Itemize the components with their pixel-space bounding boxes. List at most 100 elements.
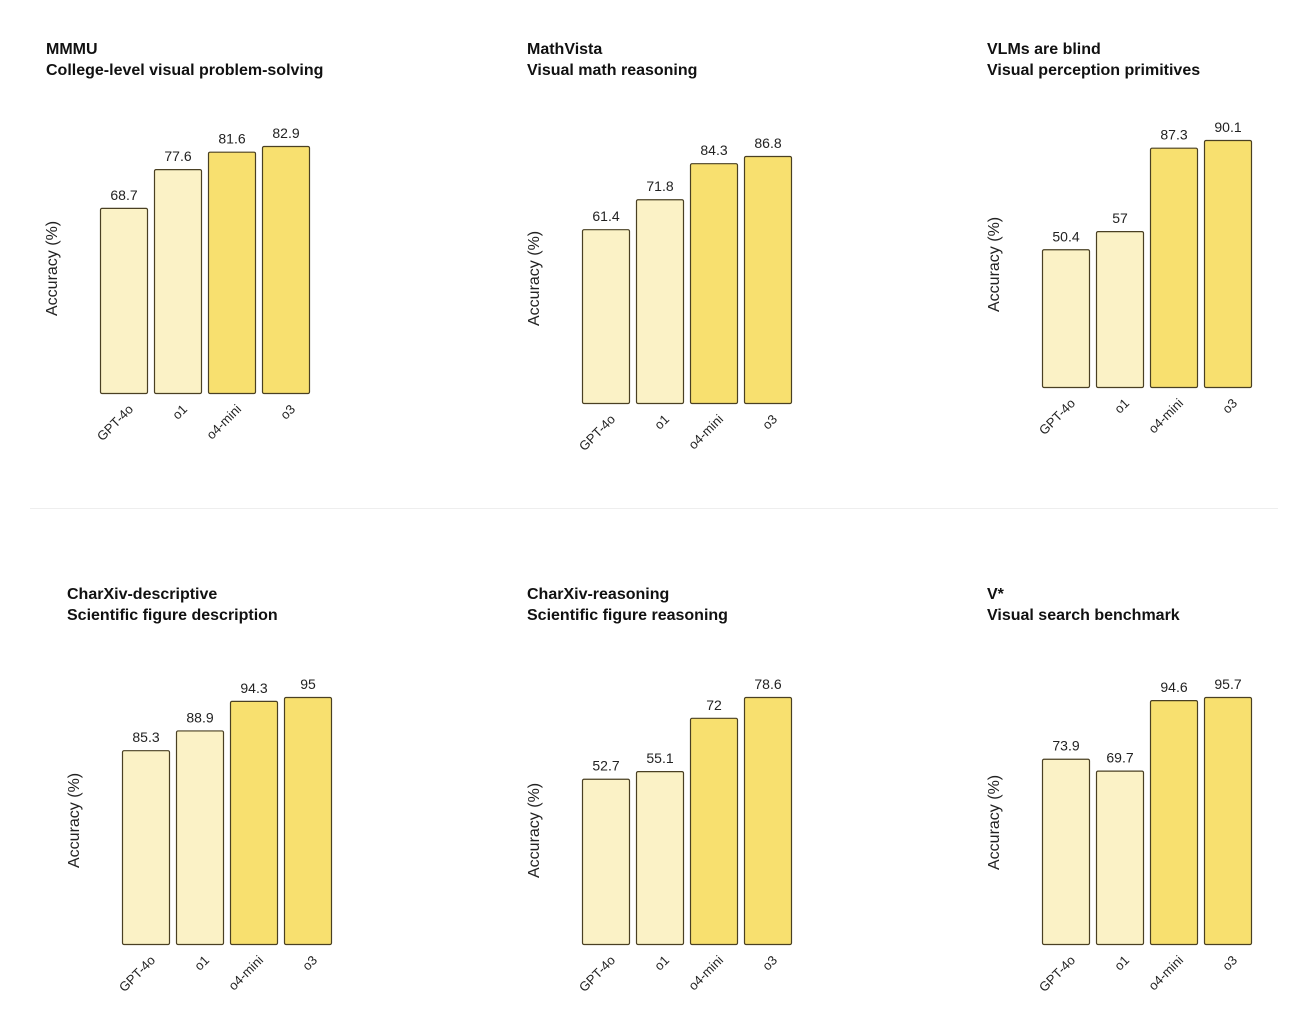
- x-tick-label: o3: [759, 953, 780, 974]
- bar-o3: [743, 696, 793, 946]
- bar-chart-charxiv-descriptive: 85.3 GPT-4o 88.9 o1 94.3 o4-mini 95 o3: [116, 676, 333, 995]
- chart-title-block: VLMs are blind Visual perception primiti…: [987, 39, 1200, 81]
- bar-chart-vlms-blind: 50.4 GPT-4o 57 o1 87.3 o4-mini 90.1 o3: [1036, 119, 1253, 438]
- data-label: 81.6: [218, 131, 245, 147]
- data-label: 88.9: [186, 709, 213, 725]
- data-label: 68.7: [110, 187, 137, 203]
- y-axis-label: Accuracy (%): [526, 230, 543, 326]
- x-tick-label: o3: [299, 953, 320, 974]
- data-label: 52.7: [592, 758, 619, 774]
- x-tick-label: o3: [759, 412, 780, 433]
- data-label: 69.7: [1106, 750, 1133, 766]
- data-label: 84.3: [700, 142, 727, 158]
- data-label: 94.6: [1160, 679, 1187, 695]
- bar-o1: [635, 771, 685, 946]
- bar-o4-mini: [207, 151, 257, 395]
- x-tick-label: GPT-4o: [116, 953, 158, 995]
- chart-subtitle: Scientific figure description: [67, 607, 278, 624]
- chart-title: VLMs are blind: [987, 41, 1101, 58]
- bar-o4-mini: [229, 700, 279, 946]
- bar-chart-charxiv-reasoning: 52.7 GPT-4o 55.1 o1 72 o4-mini 78.6 o3: [576, 676, 793, 995]
- chart-title-block: CharXiv-reasoning Scientific figure reas…: [527, 584, 728, 626]
- x-tick-label: o3: [1219, 953, 1240, 974]
- data-label: 85.3: [132, 729, 159, 745]
- data-label: 61.4: [592, 208, 619, 224]
- bar-gpt-4o: [121, 750, 171, 946]
- x-tick-label: o1: [169, 402, 190, 423]
- y-axis-label: Accuracy (%): [66, 772, 83, 868]
- x-tick-label: o4-mini: [225, 952, 266, 993]
- bar-o4-mini: [1149, 700, 1199, 946]
- bar-gpt-4o: [1041, 758, 1091, 946]
- chart-subtitle: College-level visual problem-solving: [46, 62, 324, 79]
- y-axis-label: Accuracy (%): [526, 782, 543, 878]
- bar-o3: [743, 155, 793, 405]
- data-label: 55.1: [646, 750, 673, 766]
- y-axis-label: Accuracy (%): [986, 774, 1003, 870]
- x-tick-label: o1: [651, 953, 672, 974]
- bar-o1: [1095, 770, 1145, 946]
- chart-subtitle: Visual search benchmark: [987, 607, 1180, 624]
- x-tick-label: o4-mini: [685, 952, 726, 993]
- bar-o4-mini: [1149, 147, 1199, 389]
- chart-title-block: MathVista Visual math reasoning: [527, 39, 697, 81]
- data-label: 57: [1112, 210, 1128, 226]
- x-tick-label: o1: [191, 953, 212, 974]
- chart-title-block: MMMU College-level visual problem-solvin…: [46, 39, 323, 81]
- data-label: 95.7: [1214, 676, 1241, 692]
- data-label: 82.9: [272, 125, 299, 141]
- row-divider: [30, 508, 1278, 509]
- data-label: 73.9: [1052, 738, 1079, 754]
- y-axis-label: Accuracy (%): [44, 220, 61, 316]
- x-tick-label: o3: [277, 402, 298, 423]
- data-label: 87.3: [1160, 127, 1187, 143]
- data-label: 77.6: [164, 148, 191, 164]
- x-tick-label: o4-mini: [1145, 395, 1186, 436]
- bar-gpt-4o: [581, 778, 631, 946]
- data-label: 72: [706, 697, 722, 713]
- data-label: 95: [300, 676, 316, 692]
- bar-o3: [261, 145, 311, 395]
- x-tick-label: o4-mini: [203, 401, 244, 442]
- y-axis-label: Accuracy (%): [986, 216, 1003, 312]
- data-label: 86.8: [754, 135, 781, 151]
- x-tick-label: GPT-4o: [576, 412, 618, 454]
- bar-chart-v-star: 73.9 GPT-4o 69.7 o1 94.6 o4-mini 95.7 o3: [1036, 676, 1253, 995]
- data-label: 50.4: [1052, 228, 1079, 244]
- bar-gpt-4o: [1041, 249, 1091, 389]
- bar-o3: [1203, 696, 1253, 946]
- bar-chart-mmmu: 68.7 GPT-4o 77.6 o1 81.6 o4-mini 82.9 o3: [94, 125, 311, 444]
- bar-o3: [283, 696, 333, 946]
- chart-title-block: V* Visual search benchmark: [987, 584, 1180, 626]
- x-tick-label: o4-mini: [1145, 952, 1186, 993]
- x-tick-label: GPT-4o: [576, 953, 618, 995]
- x-tick-label: o1: [651, 412, 672, 433]
- x-tick-label: o1: [1111, 396, 1132, 417]
- bar-o1: [635, 199, 685, 405]
- bar-o1: [175, 730, 225, 946]
- bar-gpt-4o: [581, 229, 631, 405]
- bar-o4-mini: [689, 717, 739, 946]
- bar-o1: [153, 168, 203, 395]
- x-tick-label: o3: [1219, 396, 1240, 417]
- x-tick-label: GPT-4o: [1036, 953, 1078, 995]
- chart-subtitle: Visual math reasoning: [527, 62, 698, 79]
- bar-gpt-4o: [99, 207, 149, 395]
- data-label: 90.1: [1214, 119, 1241, 135]
- chart-subtitle: Scientific figure reasoning: [527, 607, 728, 624]
- x-tick-label: GPT-4o: [94, 402, 136, 444]
- x-tick-label: o4-mini: [685, 411, 726, 452]
- bar-chart-mathvista: 61.4 GPT-4o 71.8 o1 84.3 o4-mini 86.8 o3: [576, 135, 793, 454]
- chart-title: V*: [987, 586, 1004, 603]
- chart-title: CharXiv-reasoning: [527, 586, 670, 603]
- chart-title: MathVista: [527, 41, 603, 58]
- bar-o4-mini: [689, 163, 739, 405]
- chart-title-block: CharXiv-descriptive Scientific figure de…: [67, 584, 278, 626]
- x-tick-label: GPT-4o: [1036, 396, 1078, 438]
- chart-subtitle: Visual perception primitives: [987, 62, 1201, 79]
- x-tick-label: o1: [1111, 953, 1132, 974]
- chart-title: MMMU: [46, 41, 98, 58]
- data-label: 71.8: [646, 178, 673, 194]
- data-label: 94.3: [240, 680, 267, 696]
- bar-o3: [1203, 139, 1253, 389]
